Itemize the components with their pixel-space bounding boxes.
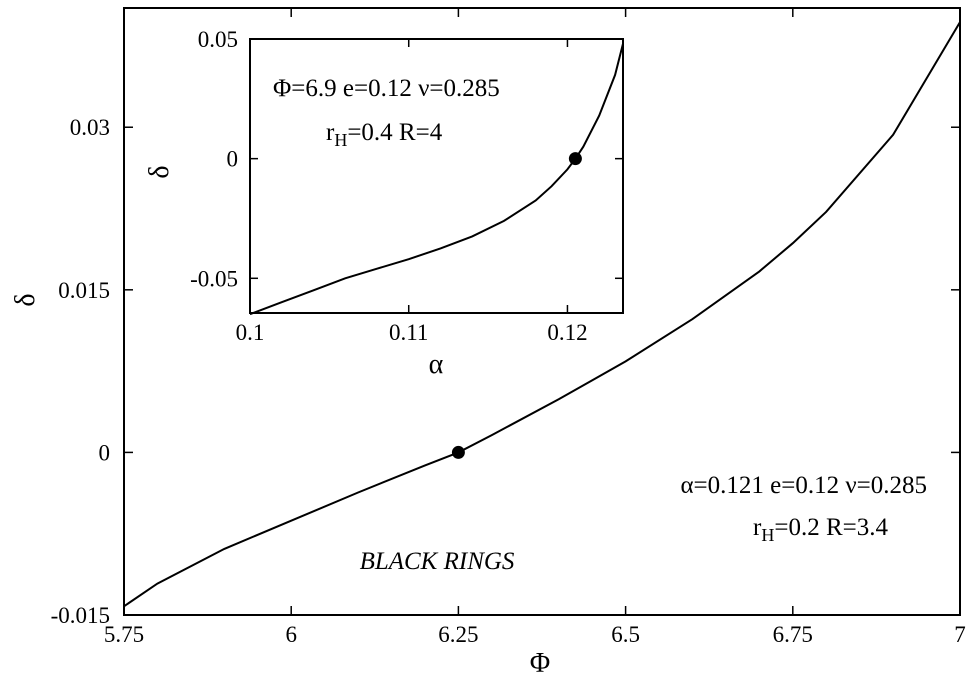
main-r-subscript: H xyxy=(761,525,774,545)
inset-y-axis-label: δ xyxy=(144,165,175,178)
main-x-tick-label: 5.75 xyxy=(104,622,144,647)
inset-x-axis-label: α xyxy=(429,349,444,380)
main-x-tick-label: 6.25 xyxy=(438,622,478,647)
inset-r-subscript: H xyxy=(334,130,347,150)
inset-y-tick-label: -0.05 xyxy=(190,266,238,291)
inset-marker-point xyxy=(568,152,582,166)
main-y-axis-label: δ xyxy=(10,293,41,306)
inset-ticks: 0.1 0.11 0.12 -0.05 0 0.05 xyxy=(190,27,623,345)
inset-y-tick-label: 0 xyxy=(227,147,239,172)
inset-r-symbol: r xyxy=(326,119,335,146)
main-x-tick-label: 7 xyxy=(954,622,966,647)
inset-y-tick-label: 0.05 xyxy=(198,27,238,52)
main-params-line2-rest: =0.2 R=3.4 xyxy=(774,514,888,541)
main-r-symbol: r xyxy=(753,514,762,541)
main-y-tick-label: 0.015 xyxy=(58,278,110,303)
main-params-line1: α=0.121 e=0.12 ν=0.285 xyxy=(680,472,927,499)
main-ticks: 5.75 6 6.25 6.5 6.75 7 -0.015 0 0.015 0.03 xyxy=(51,8,966,647)
main-marker-point xyxy=(451,445,465,459)
main-y-tick-label: 0 xyxy=(99,440,111,465)
inset-plot-frame xyxy=(249,38,624,314)
main-series-line xyxy=(123,21,961,608)
main-plot-frame xyxy=(123,7,961,616)
main-y-tick-label: 0.03 xyxy=(70,115,110,140)
main-x-tick-label: 6 xyxy=(285,622,297,647)
main-x-tick-label: 6.5 xyxy=(611,622,640,647)
inset-plot: 0.1 0.11 0.12 -0.05 0 0.05 α δ Φ=6.9 e=0.12 ν… xyxy=(144,27,624,380)
inset-x-tick-label: 0.1 xyxy=(236,320,265,345)
main-x-axis-label: Φ xyxy=(530,648,550,679)
black-rings-label: BLACK RINGS xyxy=(360,548,515,575)
main-y-tick-label: -0.015 xyxy=(51,603,110,628)
main-params-line2: rH=0.2 R=3.4 xyxy=(753,514,888,545)
inset-x-tick-label: 0.12 xyxy=(547,320,587,345)
inset-params-line2-rest: =0.4 R=4 xyxy=(347,119,442,146)
inset-series-line xyxy=(249,43,624,316)
inset-params-line2: rH=0.4 R=4 xyxy=(326,119,443,150)
inset-params-line1: Φ=6.9 e=0.12 ν=0.285 xyxy=(273,75,500,102)
inset-x-tick-label: 0.11 xyxy=(389,320,428,345)
main-x-tick-label: 6.75 xyxy=(773,622,813,647)
